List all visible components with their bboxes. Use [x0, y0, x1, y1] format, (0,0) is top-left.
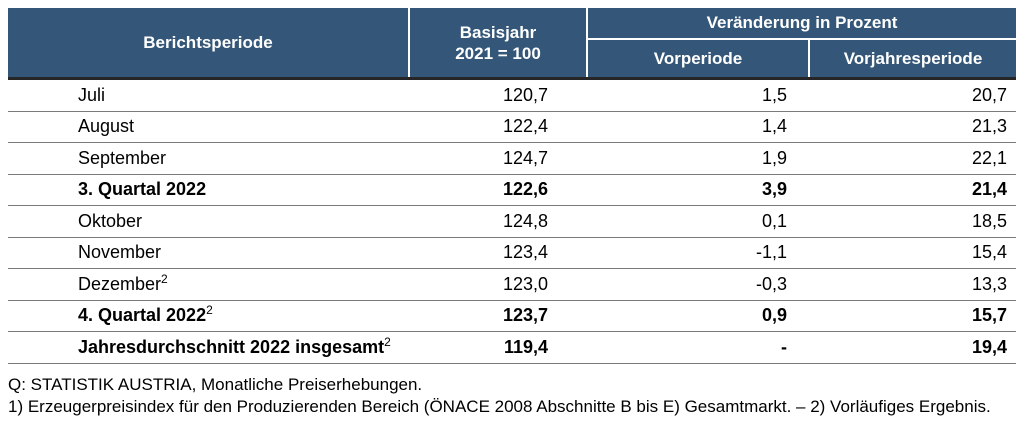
table-row: Juli 120,7 1,5 20,7 — [8, 80, 1016, 112]
cell-vorjahresperiode: 15,4 — [971, 242, 1007, 263]
cell-vorjahresperiode: 13,3 — [971, 273, 1007, 294]
cell-basisjahr: 123,7 — [502, 305, 548, 326]
cell-vorperiode: 1,5 — [761, 84, 787, 105]
header-subrow: Vorperiode Vorjahresperiode — [588, 40, 1016, 77]
cell-basisjahr: 122,4 — [502, 116, 548, 137]
header-basisjahr: Basisjahr 2021 = 100 — [410, 8, 588, 77]
row-label-text: Dezember — [78, 273, 162, 294]
header-veraenderung-label: Veränderung in Prozent — [588, 8, 1016, 40]
table-header: Berichtsperiode Basisjahr 2021 = 100 Ver… — [8, 8, 1016, 80]
table-row: September 124,7 1,9 22,1 — [8, 143, 1016, 175]
row-label-text: 4. Quartal 2022 — [78, 305, 207, 326]
header-vorperiode: Vorperiode — [588, 40, 810, 77]
cell-vorperiode: -0,3 — [755, 273, 787, 294]
header-basisjahr-line2: 2021 = 100 — [455, 43, 541, 63]
header-basisjahr-line1: Basisjahr — [459, 22, 537, 42]
table-row: Jahresdurchschnitt 2022 insgesamt2 119,4… — [8, 332, 1016, 364]
cell-basisjahr: 123,4 — [502, 242, 548, 263]
table-row: Oktober 124,8 0,1 18,5 — [8, 206, 1016, 238]
row-label: November — [8, 242, 410, 263]
row-label: August — [8, 116, 410, 137]
footnote-line: 1) Erzeugerpreisindex für den Produziere… — [8, 396, 991, 416]
cell-vorperiode: 3,9 — [761, 179, 787, 200]
statistics-table-page: Berichtsperiode Basisjahr 2021 = 100 Ver… — [8, 8, 1016, 418]
table-row: 3. Quartal 2022 122,6 3,9 21,4 — [8, 175, 1016, 206]
cell-vorjahresperiode: 18,5 — [971, 210, 1007, 231]
cell-basisjahr: 124,8 — [502, 210, 548, 231]
cell-vorjahresperiode: 15,7 — [971, 305, 1007, 326]
table-row: August 122,4 1,4 21,3 — [8, 112, 1016, 143]
cell-vorperiode: 0,9 — [761, 305, 787, 326]
cell-basisjahr: 124,7 — [502, 147, 548, 168]
row-label-text: November — [78, 242, 162, 263]
row-label: 4. Quartal 20222 — [8, 303, 410, 326]
cell-vorjahresperiode: 22,1 — [971, 147, 1007, 168]
table-row: 4. Quartal 20222 123,7 0,9 15,7 — [8, 301, 1016, 332]
cell-basisjahr: 119,4 — [503, 336, 548, 357]
cell-vorperiode: 0,1 — [761, 210, 787, 231]
cell-vorjahresperiode: 21,4 — [971, 179, 1007, 200]
footnotes: Q: STATISTIK AUSTRIA, Monatliche Preiser… — [8, 374, 1016, 418]
row-label-text: August — [78, 116, 135, 137]
header-berichtsperiode: Berichtsperiode — [8, 8, 410, 77]
row-label-text: Jahresdurchschnitt 2022 insgesamt — [78, 336, 385, 357]
row-label: 3. Quartal 2022 — [8, 179, 410, 200]
row-label-text: Juli — [78, 84, 106, 105]
cell-vorjahresperiode: 21,3 — [971, 116, 1007, 137]
footnote-ref: 2 — [161, 271, 168, 286]
row-label-text: September — [78, 147, 167, 168]
table-row: Dezember2 123,0 -0,3 13,3 — [8, 269, 1016, 301]
cell-basisjahr: 123,0 — [502, 273, 548, 294]
table-row: November 123,4 -1,1 15,4 — [8, 238, 1016, 269]
cell-basisjahr: 122,6 — [502, 179, 548, 200]
cell-vorjahresperiode: 20,7 — [971, 84, 1007, 105]
row-label: September — [8, 148, 410, 169]
cell-vorjahresperiode: 19,4 — [971, 336, 1007, 357]
row-label: Juli — [8, 85, 410, 106]
footnote-ref: 2 — [384, 334, 391, 349]
header-veraenderung-group: Veränderung in Prozent Vorperiode Vorjah… — [588, 8, 1016, 77]
row-label-text: Oktober — [78, 210, 143, 231]
header-vorjahresperiode: Vorjahresperiode — [843, 48, 983, 68]
cell-vorperiode: 1,4 — [761, 116, 787, 137]
table-body: Juli 120,7 1,5 20,7 August 122,4 1,4 21,… — [8, 80, 1016, 364]
row-label: Oktober — [8, 211, 410, 232]
cell-vorperiode: -1,1 — [755, 242, 787, 263]
cell-basisjahr: 120,7 — [502, 84, 548, 105]
row-label-text: 3. Quartal 2022 — [78, 179, 207, 200]
row-label: Dezember2 — [8, 271, 410, 295]
source-note: Q: STATISTIK AUSTRIA, Monatliche Preiser… — [8, 374, 423, 394]
row-label: Jahresdurchschnitt 2022 insgesamt2 — [8, 334, 410, 358]
cell-vorperiode: 1,9 — [761, 147, 787, 168]
footnote-ref: 2 — [206, 303, 213, 318]
cell-vorperiode: - — [781, 336, 787, 357]
